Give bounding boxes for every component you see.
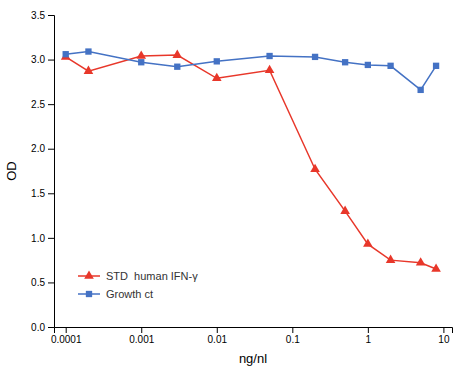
data-point: [386, 255, 396, 263]
tick: 1.0: [31, 233, 54, 244]
data-point: [85, 48, 91, 54]
tick: 0.0001: [51, 327, 82, 345]
tick-label: 3.0: [31, 54, 45, 65]
tick-mark: [48, 149, 54, 150]
series: [61, 50, 441, 272]
tick: 0.0: [31, 322, 54, 333]
legend-marker: [84, 270, 94, 278]
tick-label: 10: [438, 334, 450, 345]
tick: 2.5: [31, 99, 54, 110]
data-point: [138, 59, 144, 65]
tick-label: 0.01: [208, 334, 228, 345]
tick: 0.1: [286, 327, 300, 345]
data-point: [365, 62, 371, 68]
axis-line: [48, 16, 55, 328]
tick-label: 3.5: [31, 10, 45, 21]
data-point: [212, 73, 222, 81]
tick-label: 2.5: [31, 99, 45, 110]
tick-label: 1: [366, 334, 372, 345]
tick-mark: [48, 104, 54, 105]
tick: 0.01: [208, 327, 228, 345]
tick-mark: [217, 327, 218, 333]
tick-label: 0.0001: [51, 334, 82, 345]
data-point: [416, 257, 426, 265]
legend-marker: [86, 291, 92, 297]
tick-label: 0.0: [31, 322, 45, 333]
tick-mark: [48, 193, 54, 194]
plot: 0.0001 0.001 0.01 0.1 1 10 0.0 0.5 1.0 1.5 2.0 2.5 3…: [31, 10, 452, 345]
tick-mark: [443, 327, 444, 333]
tick-label: 0.5: [31, 277, 45, 288]
tick-mark: [48, 282, 54, 283]
series: [63, 48, 440, 93]
data-point: [312, 54, 318, 60]
tick: 3.5: [31, 10, 54, 21]
legend-item: Growth ct: [78, 288, 153, 300]
tick: 3.0: [31, 54, 54, 65]
axis-line: [55, 328, 453, 334]
data-point: [265, 65, 275, 73]
tick: 1.5: [31, 188, 54, 199]
x-axis: 0.0001 0.001 0.01 0.1 1 10: [51, 327, 453, 345]
data-point: [340, 206, 350, 214]
tick-label: 2.0: [31, 143, 45, 154]
series-line: [66, 52, 436, 90]
data-point: [63, 51, 69, 57]
x-axis-title: ng/nl: [239, 351, 267, 366]
data-point: [342, 59, 348, 65]
data-point: [363, 239, 373, 247]
data-point: [387, 63, 393, 69]
y-axis: 0.0 0.5 1.0 1.5 2.0 2.5 3.0 3.5: [31, 10, 54, 333]
tick: 0.5: [31, 277, 54, 288]
data-point: [310, 164, 320, 172]
tick: 0.001: [129, 327, 154, 345]
data-point: [417, 87, 423, 93]
data-point: [431, 264, 441, 272]
tick-label: 1.0: [31, 233, 45, 244]
tick-label: 0.001: [129, 334, 154, 345]
tick-mark: [48, 238, 54, 239]
series-line: [66, 55, 436, 269]
tick-mark: [48, 15, 54, 16]
data-point: [433, 63, 439, 69]
data-point: [172, 50, 182, 58]
tick-mark: [48, 327, 54, 328]
series-layer: [61, 48, 441, 271]
chart: 0.0001 0.001 0.01 0.1 1 10 0.0 0.5 1.0 1.5 2.0 2.5 3…: [0, 0, 474, 373]
data-point: [174, 64, 180, 70]
data-point: [84, 66, 94, 74]
tick-mark: [48, 60, 54, 61]
tick: 2.0: [31, 143, 54, 154]
data-point: [136, 50, 146, 58]
tick-mark: [292, 327, 293, 333]
tick: 10: [438, 327, 450, 345]
tick-mark: [368, 327, 369, 333]
legend-label: STD human IFN-γ: [106, 270, 198, 282]
tick-label: 1.5: [31, 188, 45, 199]
tick-mark: [141, 327, 142, 333]
data-point: [61, 51, 71, 59]
tick-mark: [66, 327, 67, 333]
data-point: [266, 53, 272, 59]
tick-label: 0.1: [286, 334, 300, 345]
legend-label: Growth ct: [106, 288, 153, 300]
y-axis-title: OD: [4, 161, 19, 181]
legend-item: STD human IFN-γ: [78, 270, 198, 282]
data-point: [214, 58, 220, 64]
legend: STD human IFN-γ Growth ct: [78, 270, 198, 300]
tick: 1: [366, 327, 372, 345]
